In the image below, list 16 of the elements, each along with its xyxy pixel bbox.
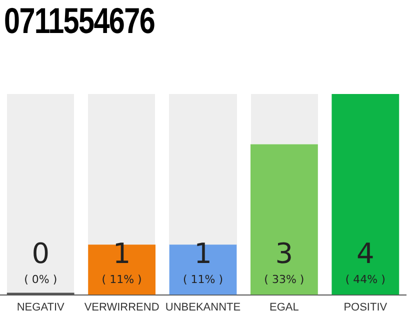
data-label: 1 bbox=[112, 236, 131, 270]
annotation: ( 33% ) bbox=[264, 272, 304, 286]
annotation: ( 44% ) bbox=[345, 272, 386, 286]
x-tick-label: NEGATIV bbox=[16, 301, 65, 314]
data-label: 1 bbox=[194, 236, 212, 270]
chart-title: 0711554676 bbox=[4, 0, 155, 42]
data-label: 4 bbox=[356, 236, 374, 270]
annotation: ( 11% ) bbox=[102, 272, 142, 286]
x-tick-label: VERWIRREND bbox=[84, 301, 160, 314]
x-tick-label: POSITIV bbox=[344, 301, 388, 314]
data-label: 0 bbox=[32, 236, 50, 270]
data-label: 3 bbox=[275, 236, 294, 270]
x-tick-label: UNBEKANNTE bbox=[165, 301, 241, 314]
x-tick-label: EGAL bbox=[270, 301, 299, 314]
annotation: ( 11% ) bbox=[182, 272, 224, 286]
annotation: ( 0% ) bbox=[24, 272, 58, 286]
